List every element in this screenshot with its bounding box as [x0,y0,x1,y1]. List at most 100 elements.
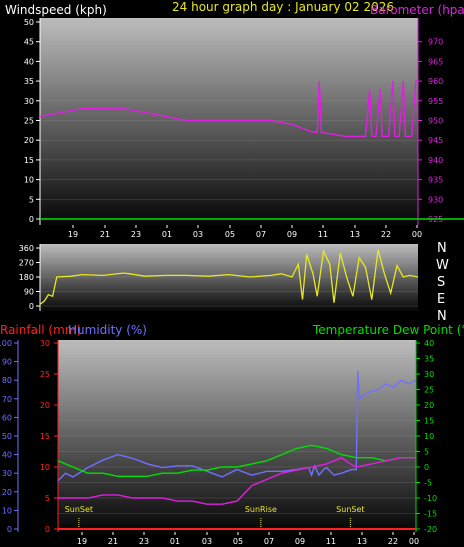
left-tick-label: 15 [24,156,34,165]
left-tick-label: 50 [24,18,34,27]
rain-tick-label: 5 [45,494,50,503]
left-tick-label: 40 [24,57,34,66]
temperature-tick-label: 20 [424,401,434,410]
direction-tick-label: 90 [24,288,34,297]
humidity-tick-label: 0 [7,525,12,534]
compass-s: S [437,275,445,290]
left-tick-label: 25 [24,117,34,126]
event-label: SunRise [245,505,277,514]
wind-direction-plot [40,244,418,311]
rain-tick-label: 15 [40,432,50,441]
humidity-tick-label: 60 [2,413,12,422]
humidity-tick-label: 50 [2,432,12,441]
barometer-axis-label: Barometer (hpa) [370,3,464,17]
x-tick-label: 21 [100,230,110,239]
temperature-dewpoint-label: Temperature Dew Point (°C) [312,323,464,337]
direction-tick-label: 180 [19,273,34,282]
left-tick-label: 10 [24,176,34,185]
humidity-tick-label: 100 [0,339,12,348]
humidity-axis-label: Humidity (%) [68,323,147,337]
right-tick-label: 950 [428,117,443,126]
x-tick-label: 07 [256,230,266,239]
temperature-tick-label: 30 [424,370,434,379]
x-tick-label: 11 [326,537,336,546]
direction-tick-label: 270 [19,259,34,268]
temperature-tick-label: 25 [424,386,434,395]
x-tick-label: 05 [225,230,235,239]
left-tick-label: 5 [29,195,34,204]
humidity-tick-label: 40 [2,451,12,460]
x-tick-label: 07 [264,537,274,546]
x-tick-label: 11 [318,230,328,239]
series-line-wind-direction [39,249,419,305]
temperature-tick-label: 40 [424,339,434,348]
compass-e: E [437,292,445,307]
x-tick-label: 19 [68,230,78,239]
right-tick-label: 970 [428,38,443,47]
humidity-tick-label: 90 [2,358,12,367]
x-tick-label: 13 [350,230,360,239]
series-line-temperature [57,444,416,477]
temperature-tick-label: 10 [424,432,434,441]
left-tick-label: 0 [29,215,34,224]
x-tick-label: 00 [412,230,422,239]
humidity-tick-label: 70 [2,395,12,404]
x-tick-label: 09 [295,537,305,546]
x-tick-label: 01 [170,537,180,546]
event-label: SunSet [65,505,93,514]
series-line-dew-point [58,456,416,505]
left-tick-label: 45 [24,38,34,47]
temperature-tick-label: 15 [424,417,434,426]
rain-tick-label: 25 [40,370,50,379]
right-tick-label: 930 [428,195,443,204]
temperature-tick-label: 5 [424,448,429,457]
right-tick-label: 955 [428,97,443,106]
left-tick-label: 20 [24,136,34,145]
event-label: SunSet [336,505,364,514]
x-tick-label: 09 [287,230,297,239]
direction-tick-label: 0 [29,302,34,311]
x-tick-label: 13 [357,537,367,546]
x-tick-label: 03 [193,230,203,239]
humidity-tick-label: 20 [2,488,12,497]
series-line-barometer [39,80,418,137]
humidity-tick-label: 30 [2,469,12,478]
humidity-tick-label: 80 [2,376,12,385]
rain-tick-label: 20 [40,401,50,410]
rain-tick-label: 10 [40,463,50,472]
humidity-tick-label: 10 [2,506,12,515]
x-tick-label: 00 [409,537,419,546]
temperature-tick-label: -10 [424,494,437,503]
x-tick-label: 19 [77,537,87,546]
x-tick-label: 22 [388,537,398,546]
wind-barometer-plot [40,18,418,225]
x-tick-label: 23 [139,537,149,546]
x-tick-label: 21 [108,537,118,546]
compass-n-bottom: N [437,309,447,324]
compass-n-top: N [437,241,447,256]
x-tick-label: 01 [162,230,172,239]
right-tick-label: 940 [428,156,443,165]
rain-tick-label: 0 [45,525,50,534]
x-tick-label: 03 [202,537,212,546]
temperature-tick-label: 35 [424,355,434,364]
x-tick-label: 05 [233,537,243,546]
temperature-tick-label: -20 [424,525,437,534]
x-tick-label: 22 [381,230,391,239]
right-tick-label: 965 [428,57,443,66]
rainfall-axis-label: Rainfall (mm) [0,323,81,337]
temperature-tick-label: -5 [424,479,432,488]
temperature-tick-label: -15 [424,510,437,519]
right-tick-label: 935 [428,176,443,185]
right-tick-label: 945 [428,136,443,145]
left-tick-label: 35 [24,77,34,86]
right-tick-label: 960 [428,77,443,86]
rain-tick-label: 30 [40,339,50,348]
chart-title: 24 hour graph day : January 02 2026 [172,0,394,14]
left-tick-label: 30 [24,97,34,106]
temperature-tick-label: 0 [424,463,429,472]
compass-w: W [436,258,449,273]
series-line-humidity [57,370,417,482]
windspeed-axis-label: Windspeed (kph) [5,3,107,17]
